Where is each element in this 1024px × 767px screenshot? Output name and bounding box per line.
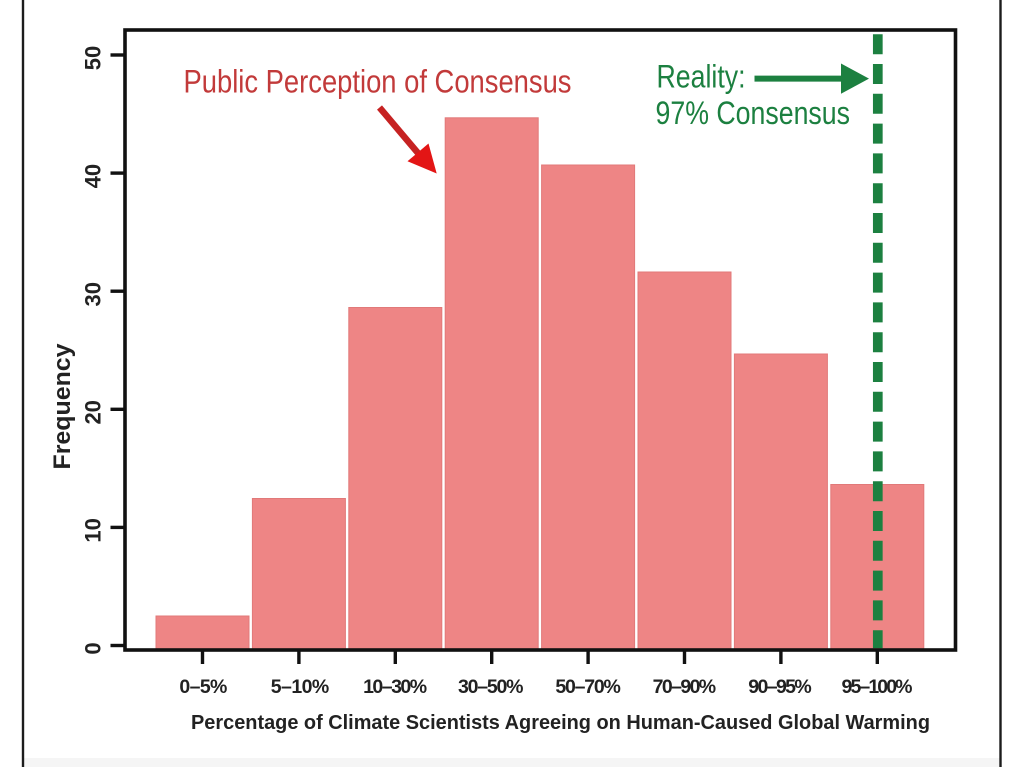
svg-text:97% Consensus: 97% Consensus (656, 95, 851, 131)
svg-text:95–100%: 95–100% (842, 676, 913, 698)
svg-text:Reality:: Reality: (657, 59, 746, 95)
svg-text:50–70%: 50–70% (555, 676, 621, 698)
svg-text:10–30%: 10–30% (363, 676, 427, 698)
svg-text:Frequency: Frequency (49, 343, 76, 470)
svg-text:0: 0 (81, 642, 106, 654)
svg-text:50: 50 (81, 46, 106, 70)
svg-text:10: 10 (81, 518, 106, 542)
svg-text:Public Perception of Consensus: Public Perception of Consensus (184, 64, 572, 100)
svg-text:30–50%: 30–50% (458, 676, 524, 698)
svg-text:90–95%: 90–95% (748, 676, 812, 698)
svg-text:5–10%: 5–10% (271, 676, 330, 698)
svg-text:20: 20 (81, 400, 106, 424)
svg-text:30: 30 (81, 282, 106, 306)
svg-text:Percentage of Climate Scientis: Percentage of Climate Scientists Agreein… (191, 711, 930, 734)
svg-text:70–90%: 70–90% (653, 676, 717, 698)
svg-text:40: 40 (81, 164, 106, 188)
svg-text:0–5%: 0–5% (179, 676, 227, 698)
